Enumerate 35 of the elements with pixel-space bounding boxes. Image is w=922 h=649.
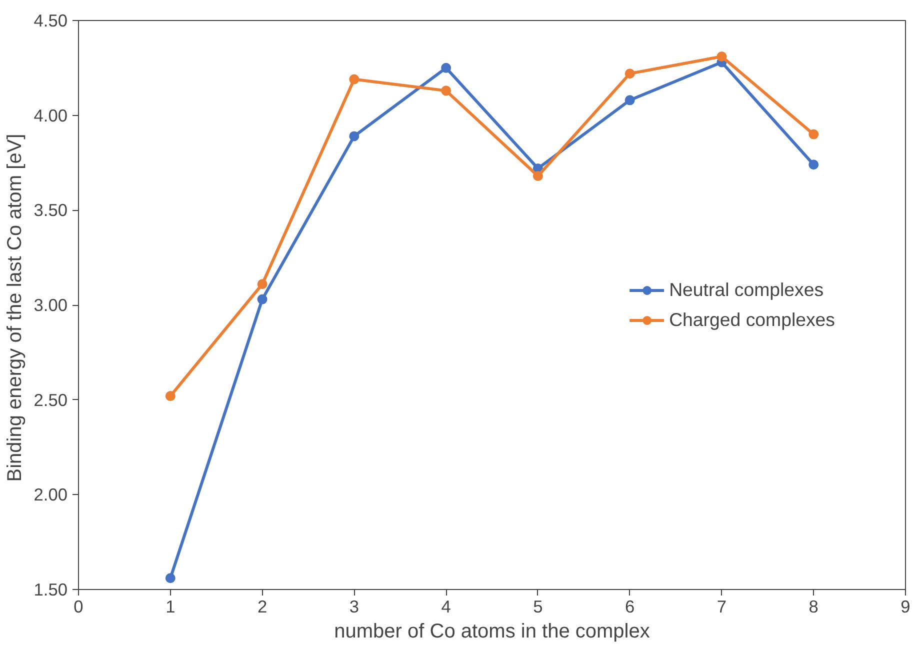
point (808, 129, 819, 140)
y-tick-label: 2.50 (34, 390, 68, 410)
point (257, 279, 268, 290)
point (624, 68, 635, 79)
x-tick-label: 0 (74, 596, 84, 616)
x-tick-label: 2 (257, 596, 268, 616)
point (441, 86, 452, 96)
y-tick-label: 2.00 (34, 484, 68, 505)
x-tick-label: 8 (808, 596, 818, 616)
x-tick-label: 4 (441, 596, 452, 616)
y-axis-title: Binding energy of the last Co atom [eV] (4, 134, 26, 482)
x-tick-label: 3 (349, 596, 359, 616)
y-tick-label: 4.50 (34, 10, 68, 30)
y-tick-label: 3.50 (34, 200, 68, 220)
point (808, 160, 819, 170)
x-axis-title: number of Co atoms in the complex (334, 620, 650, 642)
point (532, 171, 543, 182)
x-tick-label: 1 (166, 596, 176, 616)
y-tick-label: 4.00 (34, 105, 68, 126)
point (349, 131, 360, 142)
point (165, 391, 176, 402)
y-tick-label: 3.00 (34, 295, 68, 315)
y-tick-label: 1.50 (34, 580, 68, 600)
x-tick-label: 9 (900, 596, 910, 616)
point (349, 74, 360, 84)
point (257, 294, 268, 304)
point (624, 95, 635, 106)
x-tick-label: 7 (716, 596, 727, 616)
x-tick-label: 5 (533, 596, 543, 616)
x-tick-label: 6 (625, 596, 635, 616)
point (716, 52, 727, 62)
legend-label: Neutral complexes (669, 278, 824, 300)
legend-label: Charged complexes (669, 308, 835, 330)
point (165, 573, 176, 584)
point (441, 62, 452, 73)
